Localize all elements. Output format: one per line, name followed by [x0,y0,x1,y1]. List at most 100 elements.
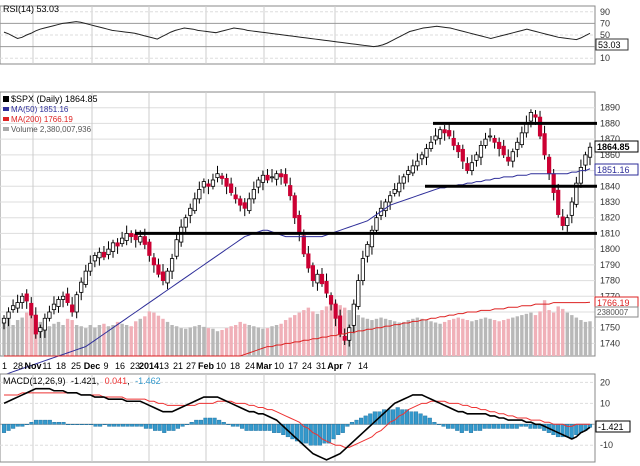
macd-panel-frame [0,373,596,463]
volume-bar [84,328,88,356]
macd-tick-label: 10 [600,398,610,408]
macd-histogram-bar [381,409,387,425]
macd-histogram-bar [505,424,510,429]
macd-histogram-bar [354,419,359,425]
spx-legend-swatch [3,96,9,102]
candle-up [383,201,388,212]
spx-legend-label: $SPX (Daily) 1864.85 [11,94,98,104]
candle-up [10,305,16,311]
macd-histogram-bar [66,424,71,425]
volume-bar [320,310,324,356]
rsi-tick-label: 90 [600,7,610,17]
volume-bar [538,311,542,356]
candle-up [15,302,20,309]
macd-histogram-bars [1,407,593,446]
candle-down [238,198,243,206]
volume-bar [129,326,133,356]
volume-bar [352,312,356,356]
volume-bar [302,310,306,356]
volume-bar [188,327,192,356]
volume-bar [206,328,211,356]
volume-bar [20,317,24,356]
macd-histogram-bar [331,424,336,440]
candle-up [42,317,47,331]
price-value-text: 1864.85 [597,142,630,152]
macd-tick-label: 20 [600,377,610,387]
macd-histogram-bar [290,424,295,440]
macd-histogram-bar [244,424,249,431]
macd-histogram-bar [253,424,258,431]
candle-up [433,135,438,141]
volume-bar [134,321,138,356]
candle-down [310,265,316,281]
candle-up [483,138,488,146]
volume-bar [465,320,470,356]
volume-bar [579,320,583,356]
price-tick-label: 1840 [600,181,620,191]
rsi-tick-label: 70 [600,18,610,28]
macd-histogram-bar [441,424,446,427]
price-tick-label: 1770 [600,291,620,301]
macd-signal-line [4,392,591,448]
candle-up [60,295,66,300]
volume-bar [38,321,43,356]
volume-bar [488,318,492,356]
candle-down [328,295,334,305]
candle-up [528,112,534,122]
volume-bar [333,302,338,356]
macd-histogram-bar [116,424,121,427]
candle-up [38,327,43,333]
candle-down [142,236,147,245]
support-resistance-lines [135,121,597,235]
candle-up [138,236,143,243]
candle-down [101,251,107,258]
candle-up [47,311,52,319]
volume-bar [111,325,115,356]
candle-up [397,182,402,193]
macd-histogram-bar [368,413,373,425]
candle-down [233,194,238,200]
candle-up [351,303,356,326]
x-tick-label: 28 [13,361,23,371]
candle-up [315,273,320,284]
macd-histogram-bar [47,419,52,425]
rsi-tick-labels: 9070503010 [600,7,610,63]
price-tick-label: 1870 [600,134,620,144]
volume-bar [102,323,106,356]
candlesticks [1,109,593,347]
x-tick-label: 1 [2,361,7,371]
candle-down [219,175,225,179]
candle-up [274,173,279,180]
candle-down [460,148,465,162]
volume-bar [43,325,47,356]
candle-down [560,216,565,226]
macd-histogram-bar [276,424,281,433]
x-tick-label: 24 [302,361,312,371]
macd-histogram-bar [153,424,158,431]
macd-histogram-bar [235,424,240,427]
macd-value-text: -1.421 [598,422,624,432]
volume-bars [2,300,592,356]
macd-histogram-bar [185,424,190,425]
rsi-value-text: 53.03 [598,40,621,50]
candle-up [410,165,415,174]
macd-tick-label: -10 [600,440,613,450]
candle-down [129,233,134,237]
x-tick-label: 2014 [139,361,159,371]
macd-histogram-bar [230,424,235,427]
price-tick-label: 1750 [600,323,620,333]
candle-up [88,262,93,272]
macd-histogram-bar [38,419,43,425]
macd-histogram-bar [24,424,29,425]
volume-bar [402,321,406,356]
candle-down [292,195,297,219]
macd-histogram-bar [267,424,272,431]
macd-histogram-bar [418,413,423,425]
volume-bar [397,322,401,356]
volume-bar [179,328,183,356]
macd-histogram-bar [349,421,354,425]
macd-histogram-bar [304,424,309,444]
candle-down [133,233,138,241]
candle-down [501,145,506,156]
macd-histogram-bar [555,424,560,438]
